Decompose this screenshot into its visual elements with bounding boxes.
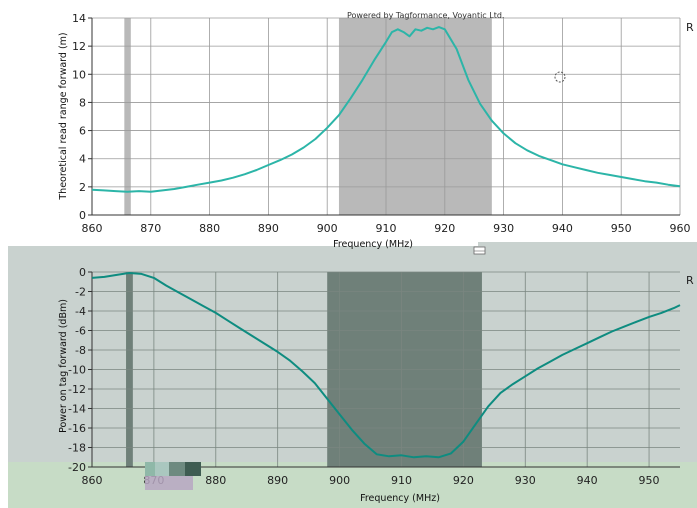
x-tick-label: 900 (317, 222, 338, 235)
top-chart-series (91, 26, 681, 193)
top-chart-x-axis-label: Frequency (MHz) (333, 239, 413, 250)
y-tick-label: 10 (72, 68, 86, 81)
series-line (91, 272, 681, 459)
overlay-widget-icon (145, 462, 201, 490)
y-tick-label: 2 (79, 181, 86, 194)
x-tick-label: 880 (205, 474, 226, 487)
x-tick-label: 930 (515, 474, 536, 487)
x-tick-label: 890 (258, 222, 279, 235)
bottom-chart-x-axis-label: Frequency (MHz) (360, 493, 440, 504)
top-chart-tick-labels: 860 870 880 890 900 910 920 930 940 950 960 0 2 4 6 8 10… (72, 12, 691, 235)
y-tick-label: 0 (79, 209, 86, 222)
x-tick-label: 880 (199, 222, 220, 235)
y-tick-label: -4 (75, 305, 86, 318)
bottom-chart-grid (91, 271, 680, 468)
x-tick-label: 860 (82, 474, 103, 487)
top-chart-grid (91, 17, 681, 216)
y-tick-label: 12 (72, 40, 86, 53)
y-tick-label: -12 (68, 383, 86, 396)
bottom-chart-y-axis-label: Power on tag forward (dBm) (58, 299, 69, 433)
y-tick-label: -6 (75, 325, 86, 338)
y-tick-label: -16 (68, 422, 86, 435)
y-tick-label: 0 (79, 266, 86, 279)
x-tick-label: 950 (611, 222, 632, 235)
y-tick-label: 6 (79, 125, 86, 138)
x-tick-label: 960 (670, 222, 691, 235)
x-tick-label: 940 (577, 474, 598, 487)
y-tick-label: -10 (68, 364, 86, 377)
y-tick-label: 14 (72, 12, 86, 25)
y-tick-label: -2 (75, 286, 86, 299)
x-tick-label: 900 (329, 474, 350, 487)
bottom-chart-tick-labels: 8608708808909009109209309409500-2-4-6-8-… (68, 266, 660, 487)
y-tick-label: 4 (79, 153, 86, 166)
shaded-band (124, 18, 131, 215)
x-tick-label: 860 (82, 222, 103, 235)
x-tick-label: 910 (391, 474, 412, 487)
bottom-chart-series (91, 272, 681, 459)
x-tick-label: 870 (140, 222, 161, 235)
shaded-band (338, 18, 492, 215)
top-chart-credit: Powered by Tagformance, Voyantic Ltd. (347, 11, 504, 20)
top-chart-shaded-bands (124, 18, 492, 215)
y-tick-label: -20 (68, 461, 86, 474)
cursor-icon (554, 71, 566, 83)
y-tick-label: -14 (68, 403, 86, 416)
y-tick-label: -8 (75, 344, 86, 357)
y-tick-label: 8 (79, 96, 86, 109)
small-window-icon (473, 246, 486, 255)
x-tick-label: 890 (267, 474, 288, 487)
y-tick-label: -18 (68, 442, 86, 455)
bottom-chart-corner-mark: R (686, 274, 694, 287)
x-tick-label: 950 (639, 474, 660, 487)
series-line (91, 26, 681, 193)
x-tick-label: 910 (376, 222, 397, 235)
x-tick-label: 930 (493, 222, 514, 235)
x-tick-label: 920 (434, 222, 455, 235)
top-chart-corner-mark: R (686, 21, 694, 34)
x-tick-label: 920 (453, 474, 474, 487)
top-chart-y-axis-label: Theoretical read range forward (m) (58, 32, 69, 200)
x-tick-label: 940 (552, 222, 573, 235)
top-chart-axes (88, 17, 680, 216)
